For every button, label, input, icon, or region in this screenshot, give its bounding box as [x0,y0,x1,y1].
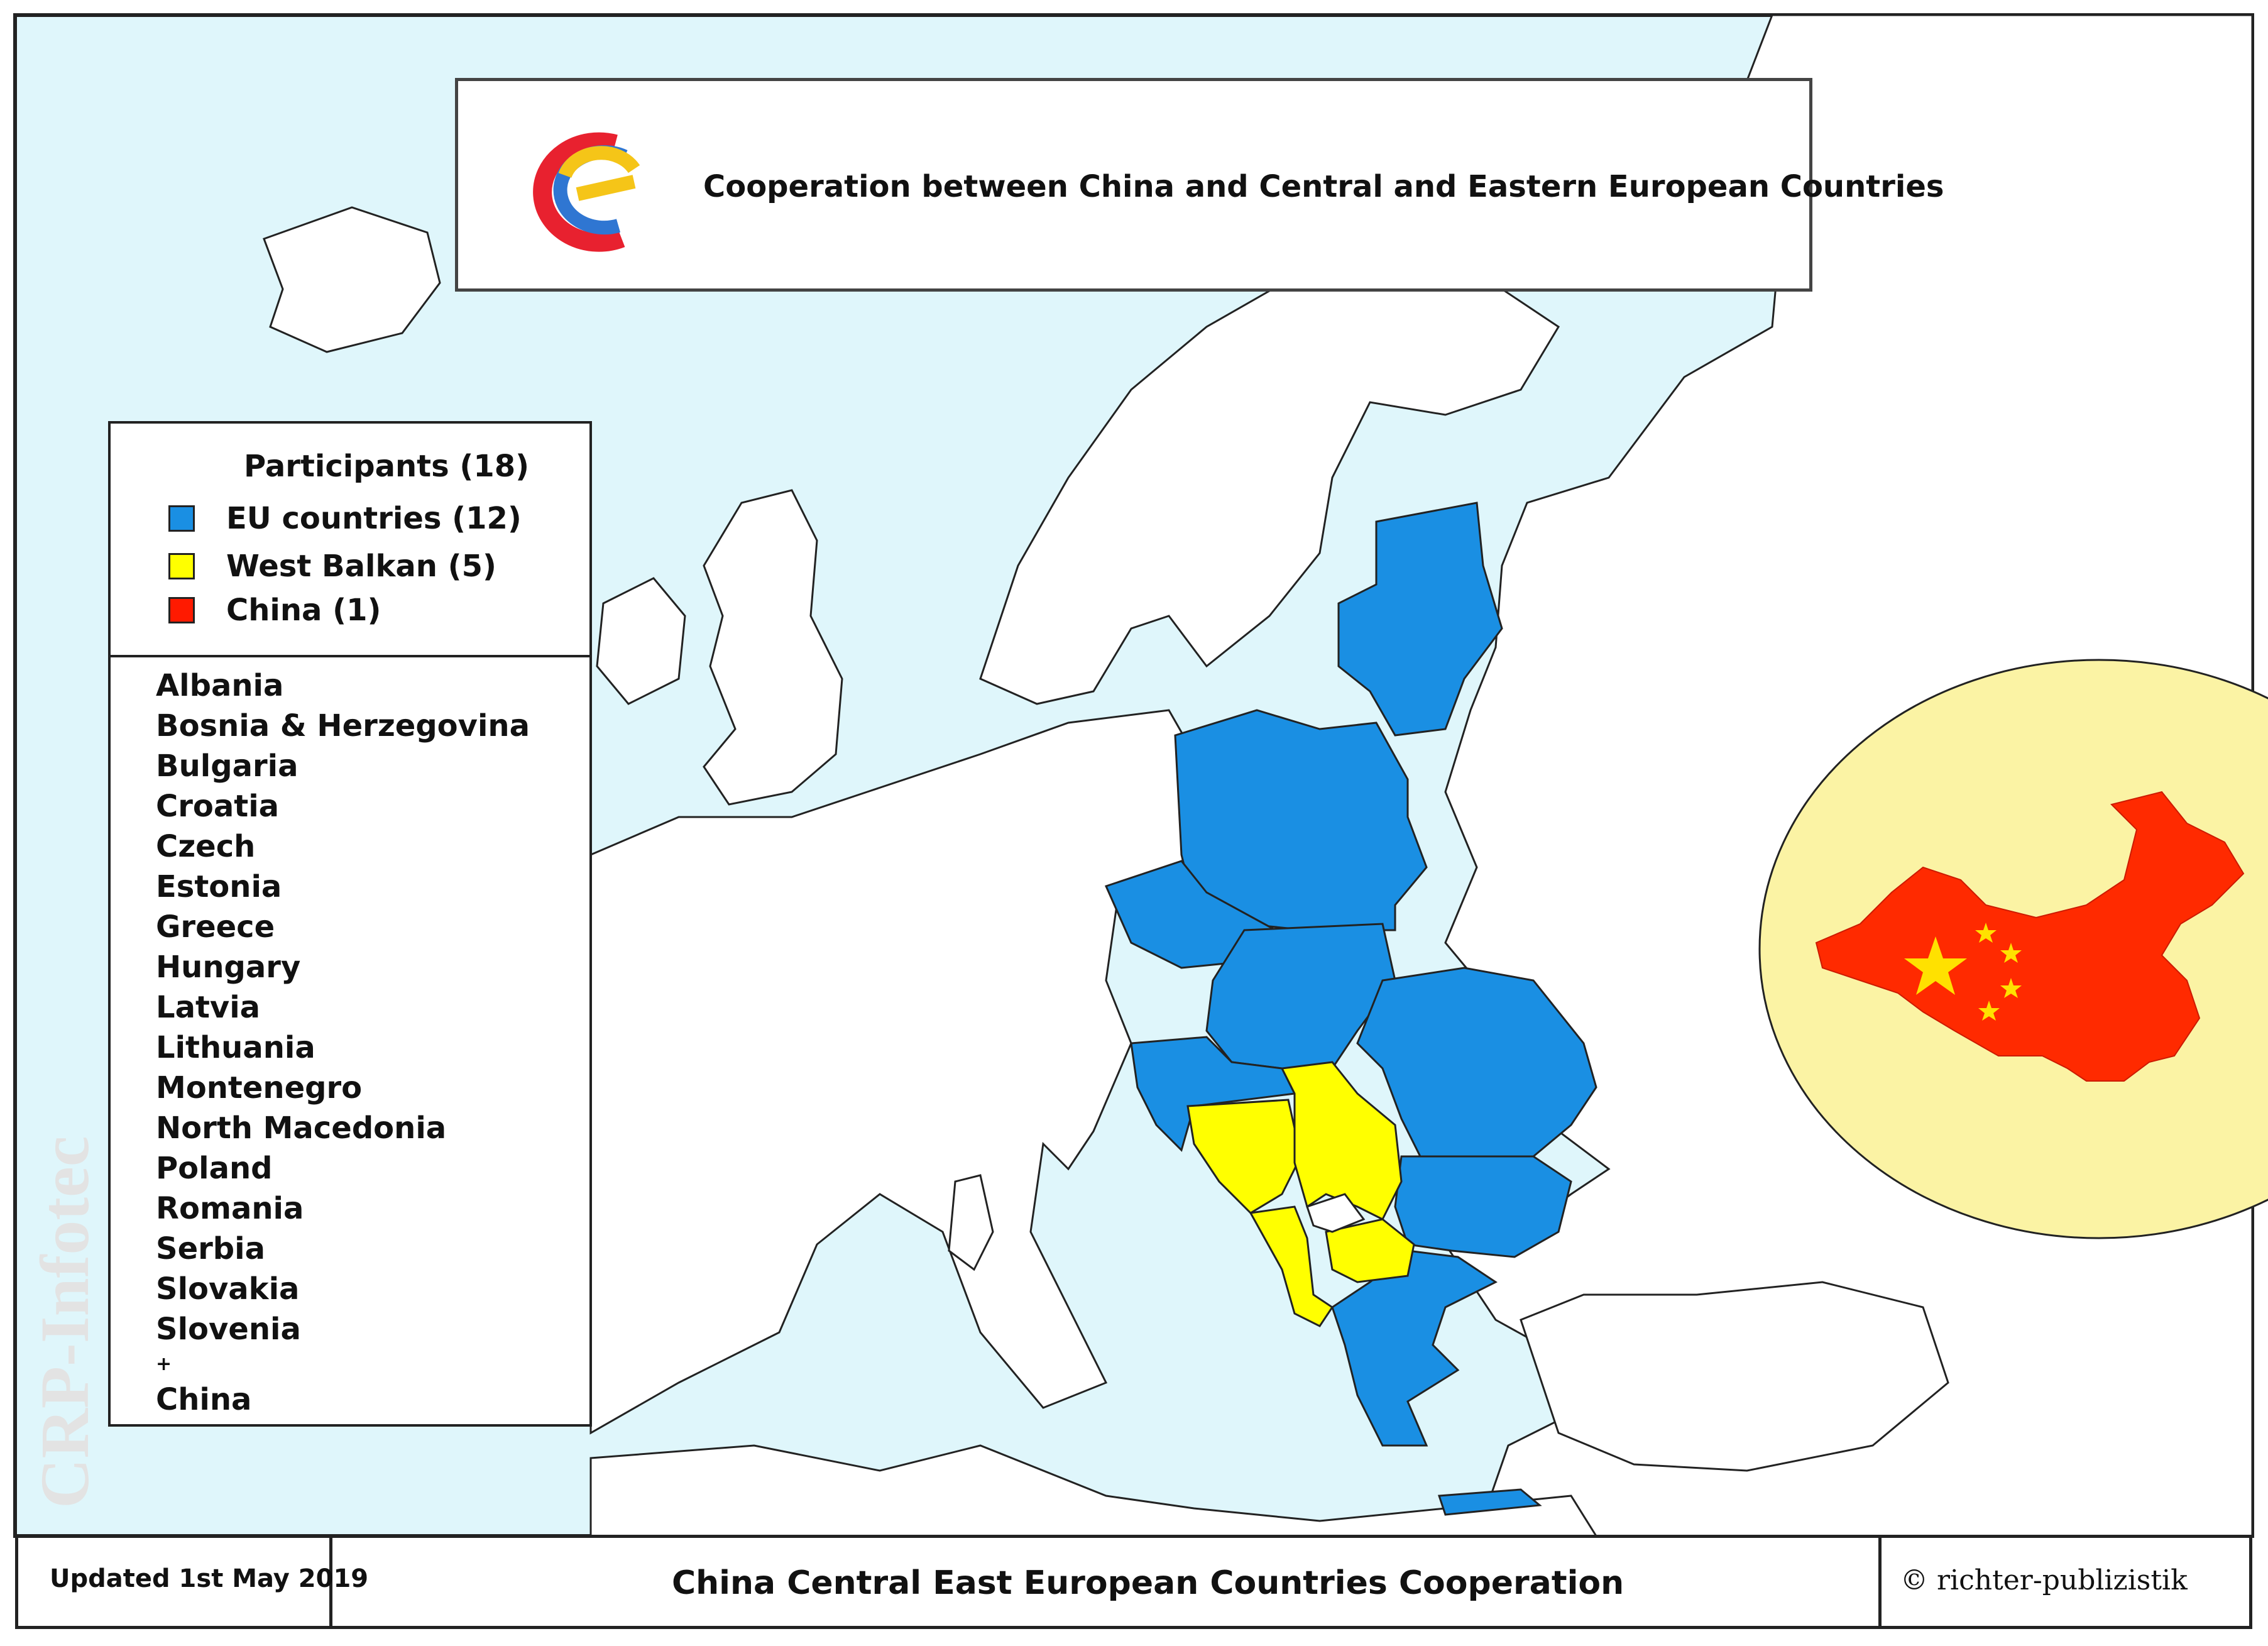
legend-label: West Balkan (5) [226,549,496,584]
region-bulgaria [1394,1155,1572,1258]
region-montenegro-albania [1249,1205,1334,1327]
list-item: Bulgaria [156,749,299,784]
region-crete [1437,1488,1542,1516]
footer-title: China Central East European Countries Co… [672,1564,1624,1602]
updated-date: Updated 1st May 2019 [50,1564,369,1593]
footer-bar: Updated 1st May 2019 China Central East … [15,1535,2252,1629]
list-item: Slovenia [156,1312,301,1347]
page-title: Cooperation between China and Central an… [703,169,1944,204]
participant-list: Albania Bosnia & Herzegovina Bulgaria Cr… [156,666,530,1420]
west-balkan-swatch-icon [168,553,195,579]
list-item: Serbia [156,1231,265,1266]
legend-item-china: China (1) [168,591,381,628]
list-item-china: China [156,1382,252,1417]
list-plus: + [156,1353,172,1375]
land-scandinavia [979,263,1560,705]
list-item: Romania [156,1191,304,1226]
watermark: CRP-Infotec [26,1136,103,1508]
title-box: Cooperation between China and Central an… [455,78,1944,292]
list-item: Lithuania [156,1030,315,1065]
list-item: Slovakia [156,1271,300,1307]
small-star-icon [1975,923,1997,943]
land-sardinia [948,1174,994,1271]
list-item: Latvia [156,990,261,1025]
footer-copyright-cell: © richter-publizistik [1878,1538,2249,1626]
legend-item-eu: EU countries (12) [168,499,522,537]
legend-label: China (1) [226,593,381,628]
list-item: Poland [156,1151,273,1186]
list-item: North Macedonia [156,1111,447,1146]
region-bosnia [1186,1099,1302,1214]
land-turkey [1520,1281,1949,1472]
region-greece [1331,1249,1498,1447]
land-iceland [263,206,441,353]
list-item: Montenegro [156,1070,363,1106]
list-item: Albania [156,668,284,703]
cooperation-logo-icon [533,132,640,252]
region-china [1815,791,2245,1082]
list-item: Croatia [156,789,280,824]
legend-item-west-balkan: West Balkan (5) [168,547,496,584]
list-item: Greece [156,909,275,945]
legend-panel: Participants (18) EU countries (12) West… [108,421,592,1427]
land-ireland [596,577,686,705]
land-west-europe [589,709,1195,1435]
footer-updated-cell: Updated 1st May 2019 [18,1538,368,1626]
china-swatch-icon [168,597,195,623]
list-item: Bosnia & Herzegovina [156,708,530,743]
eu-swatch-icon [168,505,195,532]
small-star-icon [2000,978,2022,998]
region-serbia [1280,1061,1403,1221]
china-flag-stars [1904,923,2022,1021]
copyright: © richter-publizistik [1900,1564,2188,1596]
region-romania [1356,967,1597,1158]
region-north-macedonia [1325,1218,1415,1283]
region-baltics [1337,502,1503,737]
region-slovenia-croatia [1130,1036,1296,1152]
list-item: Czech [156,829,256,864]
region-kosovo [1306,1193,1366,1233]
legend-title: Participants (18) [244,449,530,484]
list-item: Estonia [156,869,282,904]
land-britain [703,489,843,806]
legend-label: EU countries (12) [226,501,522,536]
list-item: Hungary [156,950,301,985]
legend-header: Participants (18) EU countries (12) West… [111,424,589,657]
small-star-icon [2000,943,2022,963]
big-star-icon [1904,936,1967,995]
small-star-icon [1978,1001,2000,1021]
